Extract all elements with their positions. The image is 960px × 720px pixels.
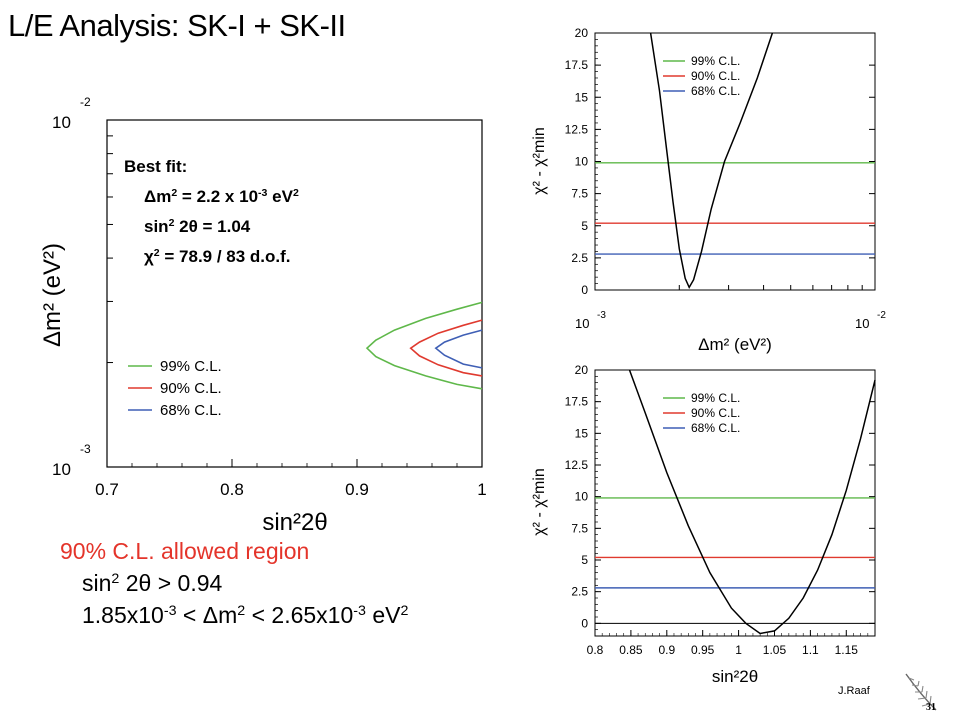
fern-logo-icon [905,673,937,711]
svg-text:10: 10 [52,460,71,479]
allowed-region: 90% C.L. allowed region sin2 2θ > 0.94 1… [60,535,408,631]
author-credit: J.Raaf [838,685,870,697]
best-fit-dm2: Δm2 = 2.2 x 10-3 eV2 [144,187,299,206]
best-fit-heading: Best fit: [124,157,188,176]
allowed-region-heading: 90% C.L. allowed region [60,538,310,564]
chi2-legend-label: 68% C.L. [691,421,740,435]
contour-x-axis-label: sin²2θ [262,509,327,536]
chi2-y-tick-label: 10 [575,490,589,504]
contour-line-68 [434,329,483,369]
chi2-sin2-x-axis-label: sin²2θ [712,667,758,686]
best-fit-sin: sin2 2θ = 1.04 [144,217,251,236]
chi2-dm2-x-tick-label: 10 -3 [575,310,606,331]
best-fit-chi: χ2 = 78.9 / 83 d.o.f. [144,247,291,266]
chi2-vs-sin2-plot: 0 2.5 5 7.5 10 12.5 15 17.5 20 0.8 0.85 0.9 0.95 1 1.0… [531,363,876,686]
chi2-y-tick-label: 2.5 [571,251,588,265]
contour-legend: 99% C.L. 90% C.L. 68% C.L. [128,358,222,419]
chi2-y-tick-label: 15 [575,426,589,440]
chi2-curve [649,32,774,290]
chi2-curve [628,369,876,635]
chi2-dm2-y-axis-label: χ² - χ²min [531,127,548,194]
chi2-y-tick-label: 12.5 [565,458,589,472]
chi2-sin2-x-tick-label: 1.15 [835,643,859,657]
chi2-y-tick-label: 17.5 [565,395,589,409]
chi2-sin2-x-tick-label: 1.1 [802,643,819,657]
contour-line-90 [409,319,483,377]
chi2-y-tick-label: 12.5 [565,122,589,136]
contour-legend-label: 99% C.L. [160,358,222,375]
chi2-legend-label: 99% C.L. [691,54,740,68]
contour-x-tick-label: 1 [477,480,486,499]
page-number: 31 [926,702,936,713]
chi2-y-tick-label: 7.5 [571,521,588,535]
chi2-sin2-x-tick-label: 1.05 [763,643,787,657]
chi2-legend-label: 68% C.L. [691,84,740,98]
slide-title: L/E Analysis: SK-I + SK-II [8,8,346,43]
chi2-y-tick-label: 2.5 [571,585,588,599]
chi2-y-tick-label: 0 [581,616,588,630]
chi2-sin2-x-tick-label: 0.9 [658,643,675,657]
chi2-dm2-x-tick-label: 10 -2 [855,310,886,331]
allowed-region-dm2: 1.85x10-3 < Δm2 < 2.65x10-3 eV2 [82,602,409,628]
chi2-legend-label: 90% C.L. [691,406,740,420]
chi2-y-tick-label: 17.5 [565,58,589,72]
chi2-sin2-x-tick-label: 0.85 [619,643,643,657]
chi2-y-tick-label: 0 [581,283,588,297]
chi2-legend-label: 99% C.L. [691,391,740,405]
chi2-sin2-x-tick-label: 1 [735,643,742,657]
chi2-y-tick-label: 15 [575,90,589,104]
chi2-y-tick-label: 20 [575,363,589,377]
chi2-y-tick-label: 7.5 [571,187,588,201]
contour-x-tick-label: 0.7 [95,480,119,499]
svg-text:-3: -3 [597,310,606,321]
chi2-y-tick-label: 5 [581,553,588,567]
svg-text:10: 10 [855,316,869,331]
chi2-sin2-x-tick-label: 0.8 [587,643,604,657]
contour-legend-label: 90% C.L. [160,380,222,397]
contour-x-tick-label: 0.8 [220,480,244,499]
chi2-sin2-y-axis-label: χ² - χ²min [531,468,548,535]
contour-y-axis-label: Δm² (eV²) [39,243,66,347]
contour-legend-label: 68% C.L. [160,402,222,419]
chi2-dm2-x-axis-label: Δm² (eV²) [698,335,772,354]
contour-x-tick-label: 0.9 [345,480,369,499]
svg-text:10: 10 [575,316,589,331]
svg-text:10: 10 [52,113,71,132]
contour-y-tick-label: 10 -3 [52,442,91,479]
svg-text:-2: -2 [80,95,91,109]
allowed-region-sin: sin2 2θ > 0.94 [82,570,223,596]
svg-text:-3: -3 [80,442,91,456]
best-fit-box: Best fit: Δm2 = 2.2 x 10-3 eV2 sin2 2θ =… [124,152,299,272]
svg-text:-2: -2 [877,310,886,321]
contour-y-tick-label: 10 -2 [52,95,91,132]
chi2-legend-label: 90% C.L. [691,69,740,83]
chi2-sin2-x-tick-label: 0.95 [691,643,715,657]
chi2-y-tick-label: 10 [575,155,589,169]
contour-line-99 [365,301,483,390]
contour-plot: 0.7 0.8 0.9 1 10 -3 10 -2 sin²2θ Δm² (eV²) 99%… [39,95,487,536]
chi2-y-tick-label: 20 [575,26,589,40]
chi2-vs-dm2-plot: 0 2.5 5 7.5 10 12.5 15 17.5 20 10 -3 10 -2 99% C.L.90… [531,26,886,354]
chi2-y-tick-label: 5 [581,219,588,233]
contour-plot-frame [106,119,483,468]
